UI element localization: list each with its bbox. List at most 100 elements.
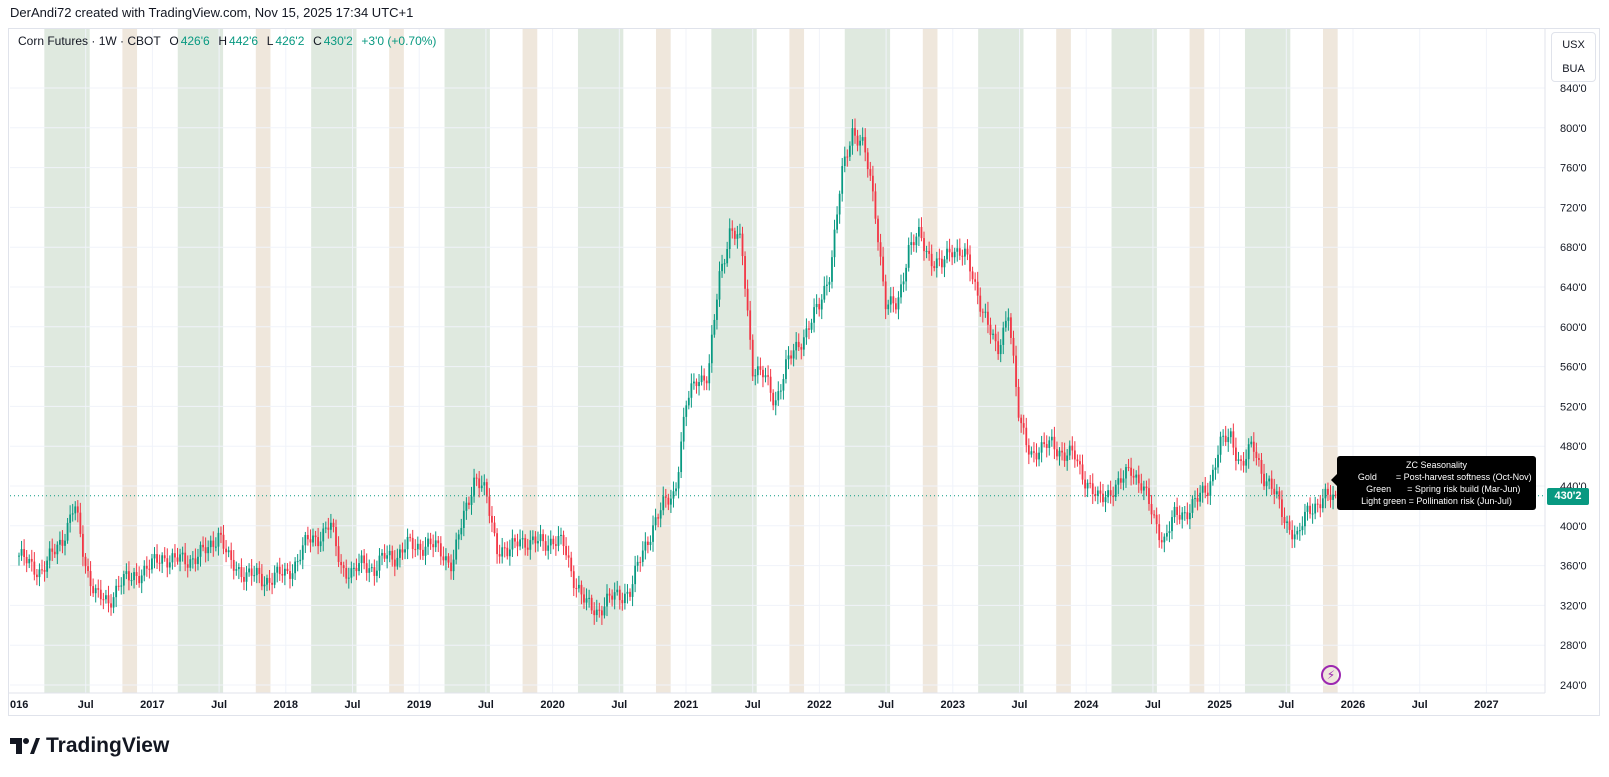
candle-body xyxy=(629,591,631,597)
candle-body xyxy=(820,299,823,310)
candle xyxy=(731,220,734,239)
currency-label[interactable]: USX xyxy=(1562,39,1585,51)
candle xyxy=(176,547,179,565)
candle xyxy=(539,524,542,547)
candle-body xyxy=(1081,464,1084,480)
candle xyxy=(585,588,588,611)
candle-body xyxy=(306,534,309,540)
candle xyxy=(787,346,790,370)
candle xyxy=(20,540,23,561)
price-tick-label: 760'0 xyxy=(1560,163,1587,175)
candle xyxy=(135,563,138,585)
candle-body xyxy=(647,541,649,545)
candle-body xyxy=(370,567,373,569)
candle-body xyxy=(910,242,913,246)
candle xyxy=(1015,345,1017,397)
candle xyxy=(92,578,95,598)
candle-body xyxy=(600,610,603,616)
candle xyxy=(721,254,723,278)
candle-body xyxy=(1045,444,1048,448)
currency-unit-box[interactable]: USX BUA xyxy=(1551,32,1596,82)
green-band xyxy=(177,29,224,693)
lightning-icon[interactable]: ⚡︎ xyxy=(1321,665,1341,685)
candle xyxy=(427,532,429,555)
candle xyxy=(442,546,445,566)
candle-body xyxy=(928,250,931,254)
candle xyxy=(583,587,585,609)
candle xyxy=(1107,484,1109,504)
candle xyxy=(1188,504,1191,530)
candle xyxy=(992,329,994,340)
candle xyxy=(726,241,729,267)
candle-body xyxy=(1186,512,1189,520)
candle xyxy=(782,373,785,400)
candle xyxy=(851,119,854,155)
candle xyxy=(1135,470,1138,485)
candle-body xyxy=(156,554,158,563)
candle xyxy=(1073,441,1076,468)
candle xyxy=(964,243,966,265)
candle-body xyxy=(670,498,672,505)
candle xyxy=(657,513,660,528)
candle-body xyxy=(462,510,465,529)
candle xyxy=(974,272,977,291)
candle xyxy=(869,161,872,182)
candle xyxy=(30,549,33,572)
tradingview-logo-icon xyxy=(10,738,40,754)
candle xyxy=(363,549,366,570)
time-tick-label: Jul xyxy=(78,699,94,711)
candle xyxy=(836,206,838,234)
candle xyxy=(1245,449,1248,473)
candle-body xyxy=(253,575,256,577)
candle-body xyxy=(905,267,908,282)
candle xyxy=(1145,480,1148,496)
tradingview-logo[interactable]: TradingView xyxy=(10,734,169,758)
candle-body xyxy=(41,569,43,571)
candle-body xyxy=(340,561,343,566)
green-band xyxy=(44,29,90,693)
candle-body xyxy=(1332,494,1334,500)
candle xyxy=(575,578,578,598)
candle xyxy=(506,541,509,560)
candle-body xyxy=(1327,488,1329,495)
candle-body xyxy=(189,559,192,568)
candle-body xyxy=(53,551,56,555)
candle xyxy=(1232,423,1235,456)
candle xyxy=(1334,490,1337,499)
candle-body xyxy=(593,610,596,616)
candle xyxy=(864,128,867,162)
unit-label[interactable]: BUA xyxy=(1562,63,1585,75)
tooltip-row: Gold = Post-harvest softness (Oct-Nov) xyxy=(1337,471,1536,483)
time-tick-label: Jul xyxy=(745,699,761,711)
candle xyxy=(670,489,672,513)
candle-body xyxy=(478,478,481,489)
time-tick-label: Jul xyxy=(478,699,494,711)
candle xyxy=(785,349,787,384)
candle xyxy=(1196,488,1199,511)
candle xyxy=(979,287,982,317)
candle xyxy=(856,129,859,152)
candle xyxy=(598,602,601,618)
symbol-label[interactable]: Corn Futures · 1W · CBOT xyxy=(18,34,161,48)
candle-body xyxy=(122,574,125,586)
candle-body xyxy=(120,585,123,587)
candle-body xyxy=(613,592,616,600)
candle-body xyxy=(529,540,532,550)
candle-body xyxy=(506,547,509,557)
candle-body xyxy=(772,392,775,406)
candle xyxy=(634,555,637,593)
candle-body xyxy=(1027,445,1030,455)
candle-body xyxy=(841,166,844,194)
candle xyxy=(1268,475,1271,490)
candle-body xyxy=(376,570,378,576)
candle xyxy=(749,300,752,350)
candle-body xyxy=(429,538,432,545)
candle xyxy=(493,516,496,537)
candle-body xyxy=(1010,317,1012,338)
candle-body xyxy=(18,555,20,557)
candle-body xyxy=(657,517,660,519)
candle-body xyxy=(1178,514,1181,520)
candle xyxy=(1227,428,1230,452)
price-tick-label: 520'0 xyxy=(1560,401,1587,413)
